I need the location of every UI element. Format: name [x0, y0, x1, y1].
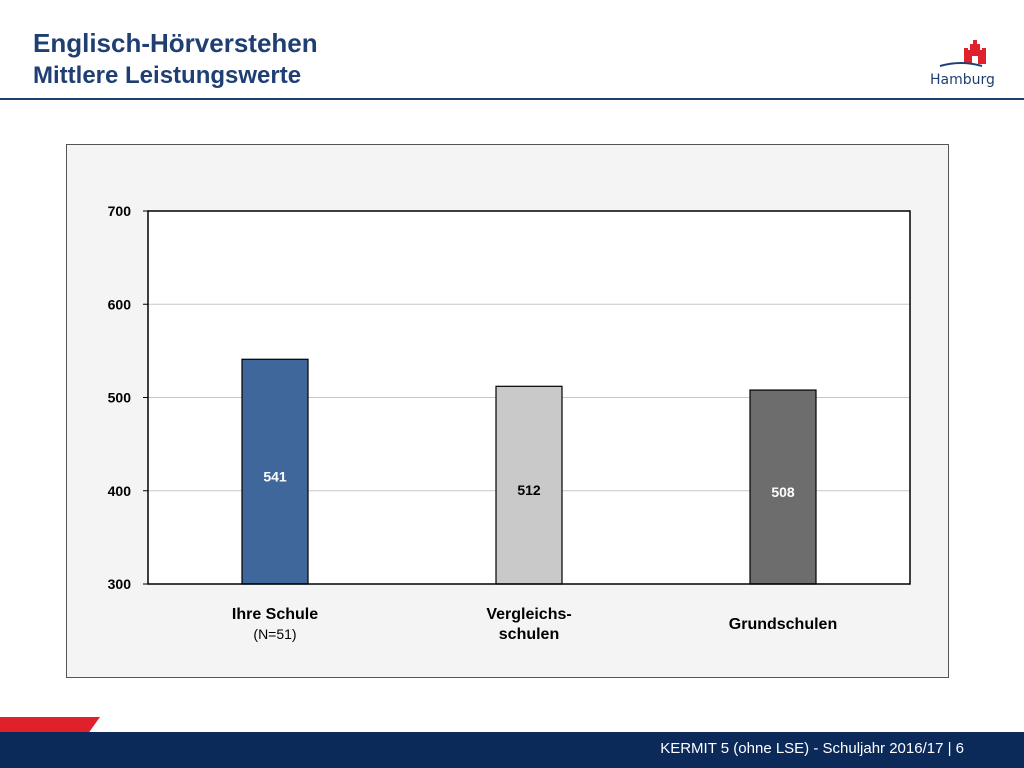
page-title: Englisch-Hörverstehen [33, 28, 318, 58]
hamburg-castle-icon [939, 40, 986, 67]
page-subtitle: Mittlere Leistungswerte [33, 62, 302, 89]
x-category-label: schulen [499, 626, 559, 643]
footer-bar [0, 732, 1024, 768]
bar-value-label: 508 [771, 484, 795, 500]
y-tick-label: 400 [108, 483, 132, 499]
footer-text: KERMIT 5 (ohne LSE) - Schuljahr 2016/17 … [660, 740, 964, 757]
y-tick-label: 300 [108, 576, 132, 592]
bar [495, 385, 563, 585]
y-tick-label: 500 [108, 390, 132, 406]
bar [241, 358, 309, 585]
logo-text: Hamburg [930, 72, 995, 88]
hamburg-logo: Hamburg [930, 40, 995, 92]
x-category-label: Vergleichs- [486, 606, 571, 623]
y-tick-label: 600 [108, 296, 132, 312]
bar-value-label: 512 [517, 482, 541, 498]
x-category-label: Grundschulen [729, 616, 837, 633]
plot-border [147, 210, 911, 585]
x-category-sublabel: (N=51) [253, 626, 296, 642]
header-divider [0, 98, 1024, 100]
bar-value-label: 541 [263, 469, 287, 485]
bar-chart: 300 400 500 600 700 541 Ihre Schule (N=51) 512 Ve… [108, 203, 911, 643]
bar [749, 389, 817, 585]
x-category-label: Ihre Schule [232, 606, 318, 623]
chart-panel: 300 400 500 600 700 541 Ihre Schule (N=51) 512 Ve… [66, 144, 949, 678]
y-tick-label: 700 [108, 203, 132, 219]
